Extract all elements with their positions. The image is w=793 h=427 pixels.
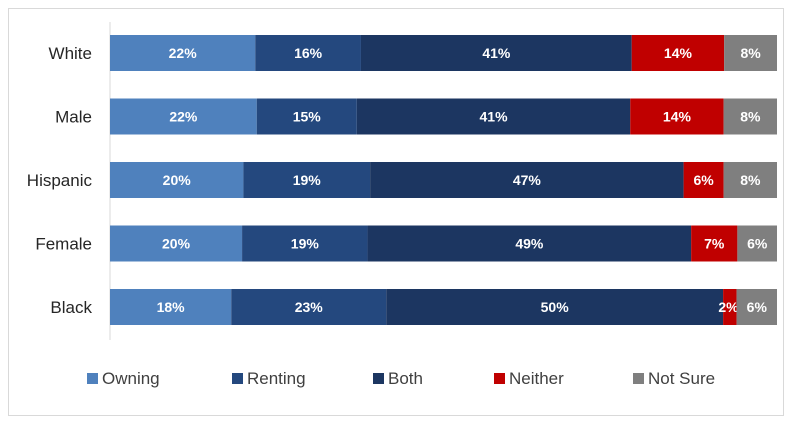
bar-segment-white-renting (255, 35, 361, 71)
category-label-female: Female (35, 235, 92, 254)
data-label-female-not-sure: 6% (747, 236, 768, 252)
data-label-hispanic-owning: 20% (163, 172, 192, 188)
bar-segment-female-renting (242, 225, 368, 262)
bar-segment-female-not-sure (737, 225, 777, 262)
data-label-female-both: 49% (515, 236, 544, 252)
bar-segment-black-neither (723, 289, 737, 325)
data-label-male-owning: 22% (169, 109, 198, 125)
bar-segment-male-both (356, 98, 631, 135)
legend-label-not-sure: Not Sure (648, 369, 715, 388)
bar-segment-white-neither (631, 35, 725, 71)
category-labels-group: White Male Hispanic Female Black (27, 44, 93, 317)
bar-segment-white-both (360, 35, 632, 71)
legend-swatch-not-sure (633, 373, 644, 384)
data-label-white-both: 41% (482, 45, 511, 61)
category-label-male: Male (55, 108, 92, 127)
data-label-hispanic-both: 47% (513, 172, 542, 188)
data-label-female-owning: 20% (162, 236, 191, 252)
data-label-hispanic-not-sure: 8% (740, 172, 761, 188)
bar-segment-hispanic-not-sure (723, 162, 777, 198)
bar-segment-female-owning (110, 225, 243, 262)
category-label-hispanic: Hispanic (27, 171, 93, 190)
data-label-white-renting: 16% (294, 45, 323, 61)
bar-segment-male-neither (630, 98, 724, 135)
bar-segment-female-neither (691, 225, 738, 262)
data-label-male-renting: 15% (293, 109, 322, 125)
category-label-white: White (49, 44, 92, 63)
data-label-black-renting: 23% (295, 299, 324, 315)
bar-segment-white-not-sure (724, 35, 777, 71)
bar-segment-black-both (386, 289, 724, 325)
data-label-hispanic-neither: 6% (694, 172, 715, 188)
category-label-black: Black (50, 298, 92, 317)
legend-label-both: Both (388, 369, 423, 388)
bar-segment-hispanic-both (370, 162, 684, 198)
data-label-hispanic-renting: 19% (293, 172, 322, 188)
data-label-male-both: 41% (480, 109, 509, 125)
legend-label-neither: Neither (509, 369, 564, 388)
bar-segment-hispanic-neither (683, 162, 724, 198)
data-label-white-not-sure: 8% (740, 45, 761, 61)
bar-segment-black-not-sure (736, 289, 777, 325)
data-label-male-neither: 14% (663, 109, 692, 125)
data-label-white-owning: 22% (169, 45, 198, 61)
legend-label-renting: Renting (247, 369, 306, 388)
bar-segment-male-not-sure (723, 98, 777, 135)
bar-segment-white-owning (110, 35, 256, 71)
data-label-black-both: 50% (541, 299, 570, 315)
chart-frame (8, 8, 784, 416)
data-label-female-renting: 19% (291, 236, 320, 252)
legend-swatch-owning (87, 373, 98, 384)
bar-segment-hispanic-renting (243, 162, 371, 198)
bars-group: 22% 16% 41% 14% 8% 22% 15% 41% 14% 8% 20% 19% 47% 6% 8… (110, 35, 777, 325)
data-label-male-not-sure: 8% (740, 109, 761, 125)
data-label-white-neither: 14% (664, 45, 693, 61)
legend-swatch-both (373, 373, 384, 384)
legend-swatch-neither (494, 373, 505, 384)
bar-segment-female-both (367, 225, 692, 262)
data-label-female-neither: 7% (704, 236, 725, 252)
legend-label-owning: Owning (102, 369, 160, 388)
data-label-black-not-sure: 6% (747, 299, 768, 315)
bar-segment-male-owning (110, 98, 257, 135)
bar-segment-male-renting (256, 98, 357, 135)
data-label-black-neither: 2% (718, 299, 739, 315)
bar-segment-black-owning (110, 289, 232, 325)
data-label-black-owning: 18% (157, 299, 186, 315)
legend: Owning Renting Both Neither Not Sure (87, 369, 715, 388)
bar-segment-hispanic-owning (110, 162, 244, 198)
legend-swatch-renting (232, 373, 243, 384)
bar-segment-black-renting (231, 289, 387, 325)
